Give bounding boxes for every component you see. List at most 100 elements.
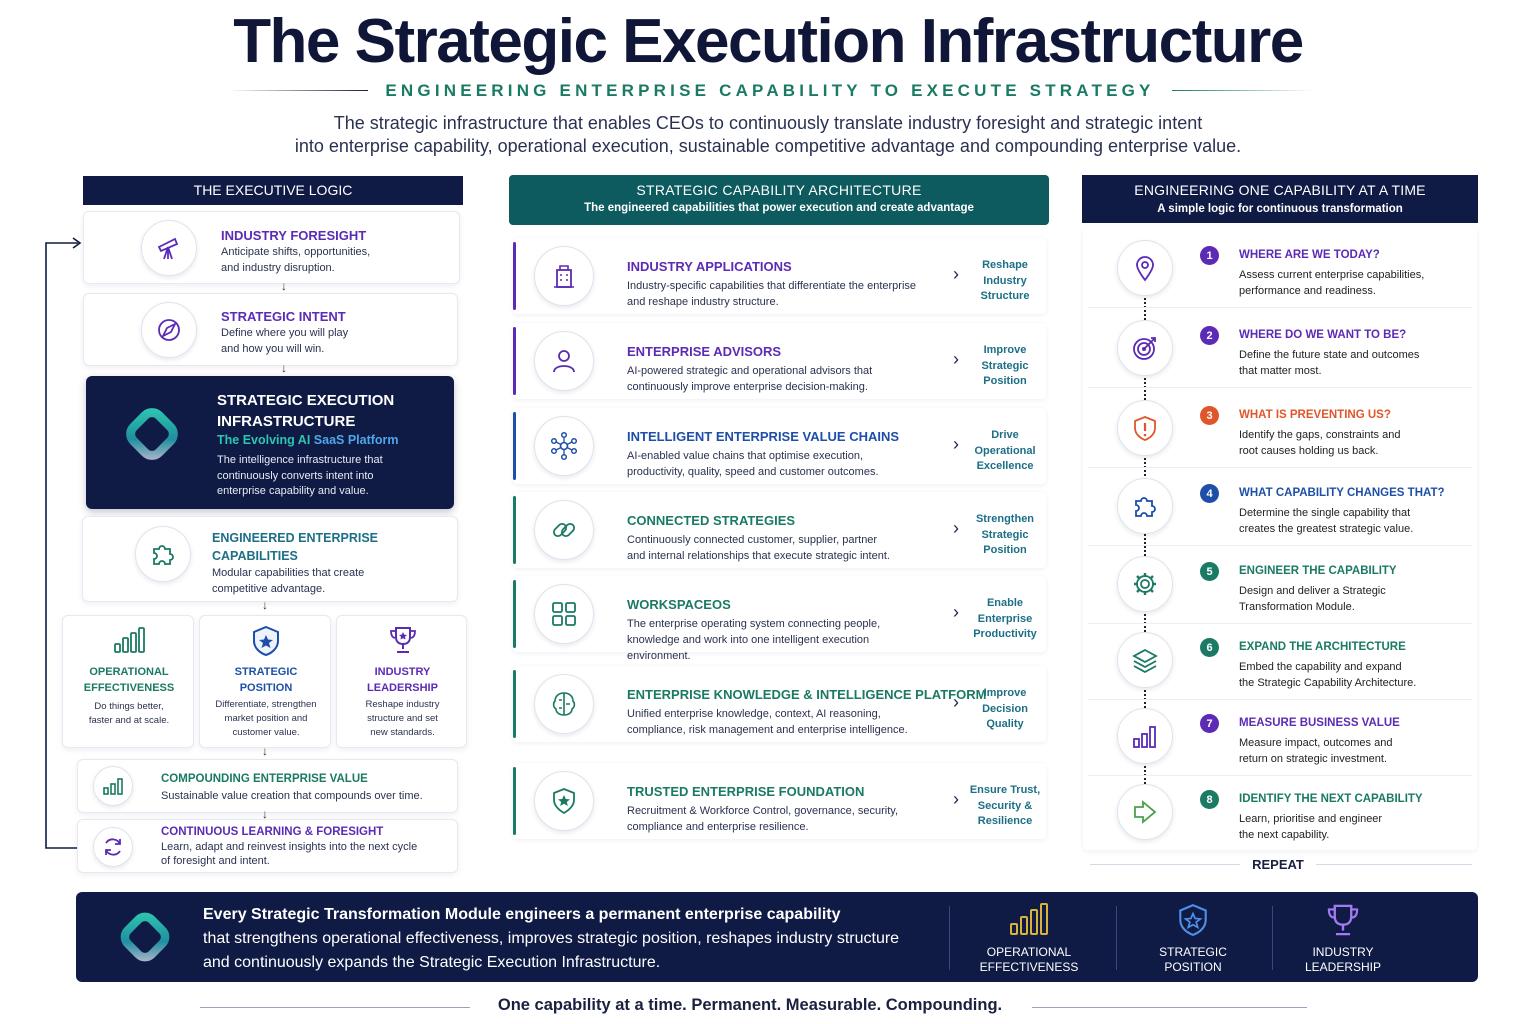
footer-divider-1	[949, 906, 950, 970]
outcome-line-3: Productivity	[973, 628, 1037, 640]
trio-1-line-1: Do things better,	[94, 701, 164, 712]
step-line-2: performance and readiness.	[1239, 285, 1376, 297]
description-line-1: Recruitment & Workforce Control, governa…	[627, 805, 899, 817]
trio-2-line-1: Differentiate, strengthen	[215, 699, 317, 710]
executive-logic-heading-text: THE EXECUTIVE LOGIC	[193, 182, 353, 198]
chevron-right-icon: ›	[953, 264, 959, 284]
description-line-1: AI-powered strategic and operational adv…	[627, 365, 873, 377]
step-line-2: the next capability.	[1239, 829, 1330, 841]
flow-arrow-4: ↓	[262, 744, 268, 758]
advisor-person-icon	[534, 331, 594, 391]
shield-star-icon	[253, 625, 279, 657]
outcome-line-3: Position	[983, 375, 1027, 387]
trusted-foundation-title: TRUSTED ENTERPRISE FOUNDATION	[627, 784, 865, 799]
row-accent-bar	[513, 496, 516, 564]
footer-banner: Every Strategic Transformation Module en…	[76, 892, 1478, 982]
step-line-1: Assess current enterprise capabilities,	[1239, 269, 1425, 281]
chevron-right-icon: ›	[953, 602, 959, 622]
industry-foresight-text: Anticipate shifts, opportunities, and in…	[221, 245, 441, 276]
sei-line-1: The intelligence infrastructure that	[217, 454, 383, 466]
row-accent-bar	[513, 242, 516, 310]
trio-2-line-3: customer value.	[232, 727, 300, 738]
footer-statement: Every Strategic Transformation Module en…	[203, 903, 943, 975]
compounding-title: COMPOUNDING ENTERPRISE VALUE	[161, 773, 368, 785]
row-accent-bar	[513, 412, 516, 480]
outcome-line-3: Position	[983, 544, 1027, 556]
compass-icon	[141, 302, 197, 358]
footer-divider-2	[1116, 906, 1117, 970]
description-line-1: The strategic infrastructure that enable…	[333, 113, 1203, 133]
trophy-icon	[1327, 904, 1359, 936]
trio-3-title-line-2: LEADERSHIP	[367, 681, 438, 694]
value-chains-title: INTELLIGENT ENTERPRISE VALUE CHAINS	[627, 429, 900, 444]
outcome-line-1: Ensure Trust,	[969, 784, 1041, 796]
footer-lead: Every Strategic Transformation Module en…	[203, 906, 841, 923]
shield-star-icon	[534, 771, 594, 831]
step-number-badge: 6	[1200, 638, 1219, 657]
description-line-2: continuously improve enterprise decision…	[627, 381, 868, 393]
step-description: Determine the single capability that crea…	[1239, 505, 1459, 537]
step-line-2: root causes holding us back.	[1239, 445, 1379, 457]
outcome-line-2: Strategic	[981, 359, 1029, 372]
page-title: The Strategic Execution Infrastructure	[233, 7, 1304, 76]
step-7: 7 MEASURE BUSINESS VALUE Measure impact, o…	[1088, 698, 1472, 776]
step-description: Measure impact, outcomes and return on st…	[1239, 735, 1459, 767]
learning-line-2: of foresight and intent.	[161, 854, 270, 867]
step-number-badge: 8	[1200, 790, 1219, 809]
trio-2-title-line-1: STRATEGIC	[234, 666, 298, 678]
footer-badge-3-line-1: INDUSTRY	[1312, 945, 1374, 959]
footer-divider-3	[1272, 906, 1273, 970]
building-icon	[534, 246, 594, 306]
connected-strategies-description: Continuously connected customer, supplie…	[627, 532, 927, 564]
workspaceos-title: WORKSPACEOS	[627, 597, 731, 612]
target-icon	[1117, 320, 1173, 376]
enterprise-advisors-outcome: Improve Strategic Position	[963, 343, 1047, 390]
step-description: Assess current enterprise capabilities, p…	[1239, 267, 1459, 299]
one-capability-heading-title: ENGINEERING ONE CAPABILITY AT A TIME	[1134, 182, 1426, 198]
grid-apps-icon	[534, 584, 594, 644]
page-description: The strategic infrastructure that enable…	[220, 112, 1316, 158]
footer-badge-1-line-2: EFFECTIVENESS	[979, 960, 1079, 974]
knowledge-platform-outcome: Improve Decision Quality	[963, 686, 1047, 733]
step-title: WHAT IS PREVENTING US?	[1239, 409, 1391, 421]
industry-foresight-line-1: Anticipate shifts, opportunities,	[221, 246, 371, 258]
outcome-line-1: Strengthen	[975, 513, 1035, 525]
engineered-capabilities-text: Modular capabilities that create competi…	[212, 566, 432, 597]
footer-badge-leadership: INDUSTRY LEADERSHIP	[1278, 902, 1408, 975]
industry-applications-outcome: Reshape Industry Structure	[963, 258, 1047, 305]
enterprise-advisors-description: AI-powered strategic and operational adv…	[627, 363, 927, 395]
location-pin-icon	[1117, 240, 1173, 296]
step-number-badge: 3	[1200, 406, 1219, 425]
refresh-cycle-icon	[93, 827, 133, 867]
trio-1-line-2: faster and at scale.	[88, 715, 170, 726]
value-chains-row: INTELLIGENT ENTERPRISE VALUE CHAINS AI-en…	[513, 408, 1046, 484]
connected-strategies-outcome: Strengthen Strategic Position	[963, 512, 1047, 559]
one-capability-heading: ENGINEERING ONE CAPABILITY AT A TIME A s…	[1082, 175, 1478, 223]
industry-leadership-text: Reshape industry structure and set new s…	[337, 698, 468, 740]
operational-effectiveness-card: OPERATIONAL EFFECTIVENESS Do things bett…	[62, 615, 194, 748]
outcome-line-3: Quality	[986, 718, 1024, 730]
step-description: Identify the gaps, constraints and root c…	[1239, 427, 1459, 459]
bar-chart-icon	[1117, 708, 1173, 764]
puzzle-icon	[1117, 478, 1173, 534]
bar-chart-icon	[114, 627, 145, 653]
step-description: Embed the capability and expand the Strat…	[1239, 659, 1459, 691]
strategic-position-title: STRATEGIC POSITION	[200, 665, 332, 696]
architecture-heading-title: STRATEGIC CAPABILITY ARCHITECTURE	[636, 182, 922, 198]
sei-tagline-part-1: The Evolving AI	[217, 433, 314, 447]
sei-description: The intelligence infrastructure that con…	[217, 453, 437, 500]
feedback-loop-arrow	[45, 237, 82, 849]
footer-badge-1-line-1: OPERATIONAL	[986, 945, 1072, 959]
operational-effectiveness-title: OPERATIONAL EFFECTIVENESS	[63, 665, 195, 696]
sei-line-2: continuously converts intent into	[217, 469, 374, 482]
strategic-intent-card: STRATEGIC INTENT Define where you will p…	[83, 293, 458, 366]
strategic-execution-infrastructure-card: STRATEGIC EXECUTION INFRASTRUCTURE The E…	[86, 376, 454, 509]
outcome-line-2: Industry	[983, 274, 1027, 287]
description-line-2: and reshape industry structure.	[627, 296, 779, 308]
footer-badge-operational: OPERATIONAL EFFECTIVENESS	[964, 902, 1094, 975]
step-line-1: Determine the single capability that	[1239, 507, 1411, 519]
step-line-2: the Strategic Capability Architecture.	[1239, 677, 1417, 689]
description-line-1: Unified enterprise knowledge, context, A…	[627, 708, 881, 720]
step-4: 4 WHAT CAPABILITY CHANGES THAT? Determine …	[1088, 468, 1472, 546]
footer-line-3: and continuously expands the Strategic E…	[203, 954, 661, 971]
